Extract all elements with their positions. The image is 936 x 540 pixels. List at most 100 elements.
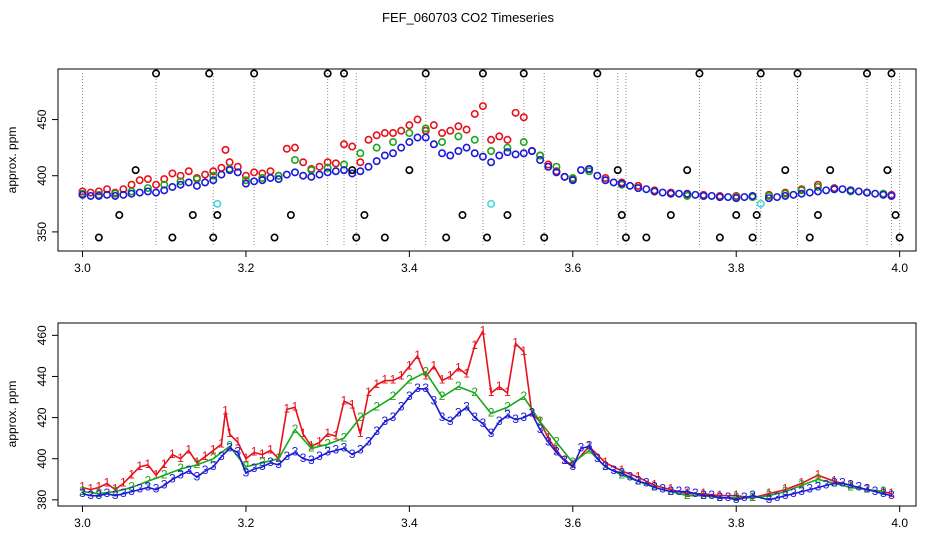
bottom-mark-series-3: 3 bbox=[864, 482, 871, 496]
top-point-series-3 bbox=[143, 187, 152, 196]
top-point-series-3 bbox=[266, 173, 275, 182]
bottom-mark-series-2: 2 bbox=[226, 439, 233, 453]
top-point-series-3 bbox=[323, 168, 332, 177]
bottom-y-tick-label: 440 bbox=[35, 366, 49, 386]
top-point-series-3 bbox=[405, 138, 414, 147]
top-point-series-3 bbox=[797, 189, 806, 198]
top-point-series-outlier bbox=[519, 69, 528, 78]
bottom-mark-series-3: 3 bbox=[643, 476, 650, 490]
top-point-series-2 bbox=[290, 156, 299, 165]
top-point-series-3 bbox=[356, 167, 365, 176]
bottom-mark-series-1: 1 bbox=[96, 480, 103, 494]
bottom-mark-series-2: 2 bbox=[766, 488, 773, 502]
bottom-mark-series-3: 3 bbox=[145, 480, 152, 494]
top-point-series-outlier bbox=[887, 69, 896, 78]
bottom-mark-series-1: 1 bbox=[349, 397, 356, 411]
bottom-line-series-2 bbox=[82, 371, 884, 499]
top-point-series-1 bbox=[143, 175, 152, 184]
bottom-mark-series-3: 3 bbox=[504, 408, 511, 422]
top-point-series-1 bbox=[331, 159, 340, 168]
top-point-series-3 bbox=[331, 167, 340, 176]
top-point-series-3 bbox=[699, 191, 708, 200]
bottom-mark-series-3: 3 bbox=[267, 455, 274, 469]
bottom-mark-series-1: 1 bbox=[463, 367, 470, 381]
top-point-series-3 bbox=[152, 188, 161, 197]
top-x-tick-label: 3.6 bbox=[564, 261, 581, 275]
top-point-series-1 bbox=[201, 170, 210, 179]
bottom-mark-series-1: 1 bbox=[766, 486, 773, 500]
top-point-series-outlier bbox=[339, 69, 348, 78]
bottom-mark-series-1: 1 bbox=[210, 443, 217, 457]
top-point-series-1 bbox=[462, 125, 471, 134]
top-point-series-outlier bbox=[593, 69, 602, 78]
bottom-mark-series-2: 2 bbox=[96, 486, 103, 500]
top-point-series-1 bbox=[168, 169, 177, 178]
bottom-mark-series-3: 3 bbox=[774, 490, 781, 504]
top-point-series-3 bbox=[585, 164, 594, 173]
top-point-series-3 bbox=[364, 162, 373, 171]
bottom-mark-series-3: 3 bbox=[847, 478, 854, 492]
top-point-series-outlier bbox=[752, 211, 761, 220]
top-x-tick-label: 4.0 bbox=[891, 261, 908, 275]
bottom-mark-series-3: 3 bbox=[300, 451, 307, 465]
top-point-series-3 bbox=[168, 182, 177, 191]
top-point-series-2 bbox=[176, 177, 185, 186]
bottom-mark-series-3: 3 bbox=[537, 422, 544, 436]
bottom-mark-series-2: 2 bbox=[520, 389, 527, 403]
bottom-mark-series-3: 3 bbox=[431, 393, 438, 407]
top-point-series-1 bbox=[503, 135, 512, 144]
top-point-series-3 bbox=[380, 151, 389, 160]
bottom-mark-series-3: 3 bbox=[684, 484, 691, 498]
bottom-mark-series-3: 3 bbox=[341, 441, 348, 455]
bottom-mark-series-1: 1 bbox=[618, 463, 625, 477]
bottom-mark-series-2: 2 bbox=[700, 488, 707, 502]
top-point-series-2 bbox=[405, 129, 414, 138]
bottom-mark-series-3: 3 bbox=[635, 473, 642, 487]
bottom-mark-series-1: 1 bbox=[373, 377, 380, 391]
bottom-mark-series-1: 1 bbox=[218, 436, 225, 450]
top-point-series-3 bbox=[822, 186, 831, 195]
bottom-mark-series-3: 3 bbox=[651, 480, 658, 494]
bottom-y-tick-label: 460 bbox=[35, 325, 49, 345]
bottom-mark-series-3: 3 bbox=[414, 381, 421, 395]
top-point-series-3 bbox=[258, 176, 267, 185]
top-point-series-3 bbox=[454, 147, 463, 156]
bottom-mark-series-1: 1 bbox=[120, 476, 127, 490]
top-point-series-1 bbox=[290, 143, 299, 152]
bottom-mark-series-2: 2 bbox=[79, 484, 86, 498]
top-point-series-outlier bbox=[442, 233, 451, 242]
bottom-mark-series-1: 1 bbox=[161, 457, 168, 471]
bottom-mark-series-3: 3 bbox=[741, 490, 748, 504]
top-x-tick-label: 3.0 bbox=[74, 261, 91, 275]
bottom-mark-series-1: 1 bbox=[145, 457, 152, 471]
top-point-series-1 bbox=[478, 102, 487, 111]
top-point-series-3 bbox=[217, 170, 226, 179]
bottom-x-tick-label: 3.8 bbox=[728, 516, 745, 530]
top-point-series-3 bbox=[642, 185, 651, 194]
top-point-series-outlier bbox=[540, 233, 549, 242]
top-point-series-1 bbox=[511, 108, 520, 117]
bottom-mark-series-3: 3 bbox=[357, 443, 364, 457]
top-point-series-outlier bbox=[756, 69, 765, 78]
top-point-series-1 bbox=[241, 171, 250, 180]
bottom-mark-series-1: 1 bbox=[79, 480, 86, 494]
bottom-mark-series-2: 2 bbox=[586, 443, 593, 457]
bottom-x-tick-label: 3.4 bbox=[401, 516, 418, 530]
top-point-series-3 bbox=[862, 188, 871, 197]
bottom-mark-series-3: 3 bbox=[700, 488, 707, 502]
top-point-series-3 bbox=[887, 191, 896, 200]
bottom-mark-series-3: 3 bbox=[292, 445, 299, 459]
top-y-tick-label: 450 bbox=[35, 109, 49, 129]
top-point-series-outlier bbox=[115, 211, 124, 220]
top-point-series-3 bbox=[707, 191, 716, 200]
bottom-mark-series-2: 2 bbox=[553, 434, 560, 448]
top-point-series-3 bbox=[429, 140, 438, 149]
top-point-series-outlier bbox=[503, 211, 512, 220]
top-point-series-3 bbox=[854, 187, 863, 196]
top-point-series-outlier bbox=[405, 166, 414, 175]
top-point-series-3 bbox=[233, 168, 242, 177]
top-point-series-outlier bbox=[152, 69, 161, 78]
bottom-mark-series-2: 2 bbox=[422, 365, 429, 379]
bottom-mark-series-1: 1 bbox=[112, 482, 119, 496]
bottom-mark-series-3: 3 bbox=[676, 484, 683, 498]
